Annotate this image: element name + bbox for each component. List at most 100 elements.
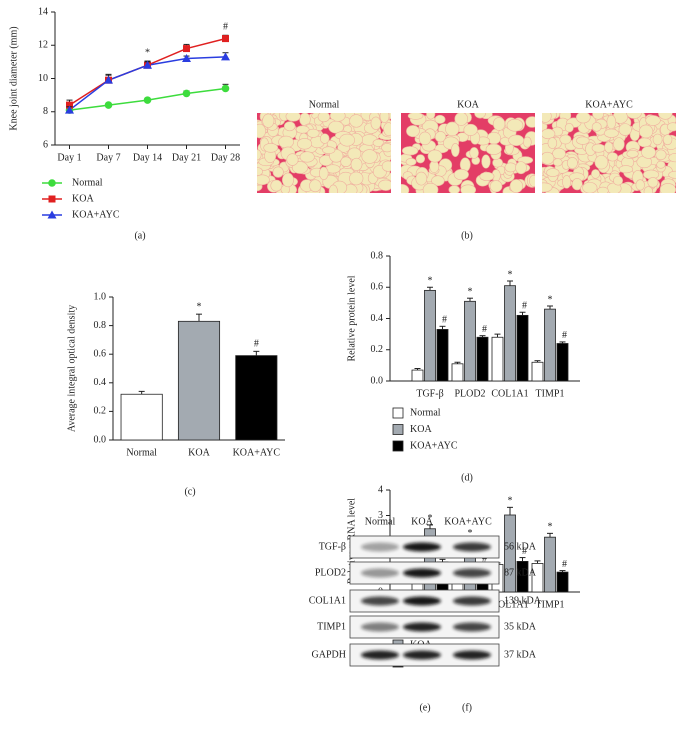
x-tick-label: COL1A1	[491, 388, 528, 399]
protein-label: TGF-β	[319, 541, 346, 552]
significance-mark: *	[548, 294, 553, 305]
y-axis-label: Knee joint diameter (mm)	[8, 26, 19, 130]
band	[403, 650, 441, 660]
bar	[531, 563, 544, 593]
cell	[542, 113, 552, 123]
cell	[349, 171, 364, 186]
marker	[221, 84, 230, 93]
cell	[618, 165, 634, 174]
cell	[299, 151, 315, 163]
cell	[407, 113, 424, 120]
cell	[658, 113, 673, 120]
image-title: KOA	[457, 99, 479, 110]
marker	[65, 105, 74, 114]
significance-mark: #	[522, 301, 527, 312]
bar	[544, 308, 556, 382]
image-title: KOA+AYC	[585, 99, 633, 110]
cell	[606, 114, 617, 130]
band	[361, 622, 399, 632]
cell	[592, 113, 604, 120]
band	[403, 542, 441, 552]
cell	[322, 146, 336, 154]
cell	[453, 168, 469, 181]
band	[453, 622, 491, 632]
y-tick-label: 10	[38, 73, 48, 84]
y-tick-label: 0.2	[371, 344, 384, 355]
significance-mark: *	[428, 276, 433, 287]
cell	[262, 113, 275, 128]
cell	[523, 136, 532, 148]
cell	[431, 175, 445, 187]
band	[361, 596, 399, 606]
cell	[485, 143, 502, 155]
cell	[489, 180, 503, 193]
cell	[309, 179, 322, 193]
bar	[424, 289, 436, 382]
cell	[597, 186, 609, 193]
significance-mark: #	[522, 546, 527, 557]
cell	[638, 124, 654, 139]
protein-label: GAPDH	[312, 649, 346, 660]
cell	[450, 143, 460, 157]
panel-label: (d)	[461, 472, 473, 483]
legend-swatch	[392, 440, 404, 452]
x-tick-label: COL1A1	[491, 599, 528, 610]
cell	[370, 116, 382, 130]
y-tick-label: 6	[43, 139, 48, 150]
cell	[257, 167, 263, 177]
cell	[285, 113, 301, 122]
protein-label: PLOD2	[315, 567, 346, 578]
significance-mark: *	[468, 528, 473, 539]
y-tick-label: 0.8	[371, 250, 384, 261]
y-tick-label: 12	[38, 40, 48, 51]
cell	[463, 123, 478, 136]
cell	[643, 186, 653, 193]
cell	[381, 160, 391, 172]
marker	[66, 101, 73, 109]
y-tick-label: 0.0	[371, 375, 384, 386]
cell	[270, 179, 283, 192]
bar	[504, 285, 516, 382]
significance-mark: *	[197, 301, 202, 312]
cell	[604, 141, 614, 153]
histology-image	[257, 113, 391, 193]
cell	[652, 133, 663, 146]
cell	[626, 113, 642, 119]
bar	[544, 536, 556, 593]
cell	[418, 131, 432, 146]
x-tick-label: KOA	[188, 447, 210, 458]
x-tick-label: Day 1	[57, 152, 81, 163]
image-title: Normal	[309, 99, 340, 110]
cell	[481, 154, 491, 169]
band	[403, 622, 441, 632]
cell	[659, 183, 676, 193]
size-label: 56 kDA	[504, 541, 537, 552]
band	[403, 596, 441, 606]
cell	[618, 123, 632, 136]
panel-label: (c)	[184, 486, 195, 497]
marker	[48, 195, 56, 203]
band	[453, 596, 491, 606]
y-tick-label: 0.0	[94, 434, 107, 445]
cell	[668, 170, 676, 179]
marker	[143, 96, 152, 104]
cell	[529, 174, 535, 187]
cell	[381, 143, 391, 153]
bar	[504, 514, 516, 593]
bar	[476, 336, 489, 382]
cell	[504, 162, 517, 173]
cell	[460, 184, 477, 193]
x-tick-label: PLOD2	[454, 388, 485, 399]
x-tick-label: Day 14	[133, 152, 162, 163]
cell	[454, 113, 468, 126]
cell	[552, 158, 563, 167]
cell	[383, 122, 391, 137]
bar	[436, 329, 449, 382]
x-tick-label: TGF-β	[416, 388, 443, 399]
cell	[506, 118, 524, 132]
y-tick-label: 4	[378, 484, 383, 495]
bar	[516, 314, 529, 382]
bar	[491, 336, 504, 382]
cell	[415, 171, 428, 186]
cell	[378, 179, 391, 191]
